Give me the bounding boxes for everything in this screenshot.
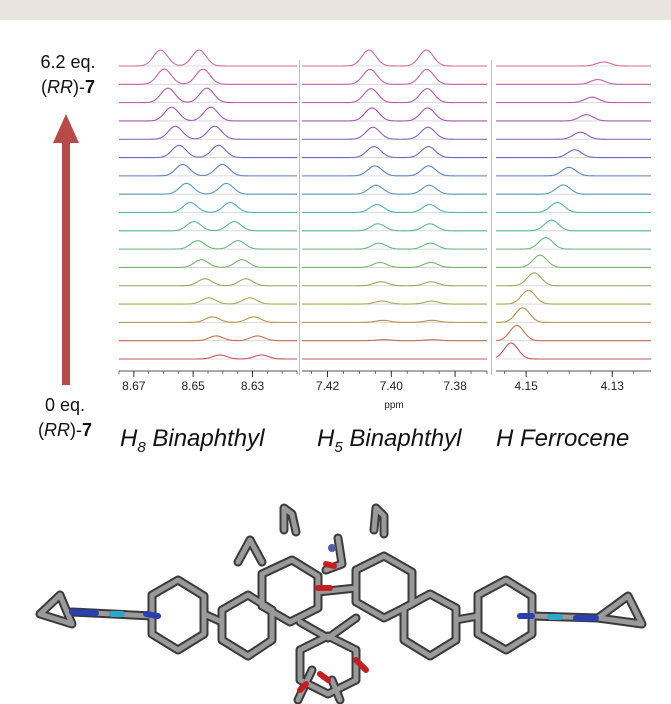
spectrum-trace <box>496 289 651 305</box>
spectrum-trace <box>119 125 297 140</box>
spectrum-trace <box>302 223 487 232</box>
panel-title-h-ferrocene: H Ferrocene <box>496 425 630 452</box>
tick-label: 8.65 <box>181 379 205 393</box>
spectrum-trace <box>119 297 297 305</box>
spectrum-trace <box>496 79 651 85</box>
top-equivalents-amount: 6.2 eq. <box>40 52 96 72</box>
spectrum-trace <box>302 339 487 342</box>
spectrum-trace <box>119 68 297 85</box>
spectrum-trace <box>119 335 297 342</box>
spectrum-trace <box>496 201 651 214</box>
spectrum-trace <box>302 88 487 104</box>
spectrum-trace <box>302 261 487 268</box>
spectrum-trace <box>302 49 487 67</box>
spectrum-trace <box>119 163 297 177</box>
spectrum-trace <box>496 166 651 177</box>
spectrum-trace <box>496 131 651 140</box>
top-equivalents-label: 6.2 eq. (RR)-7 <box>18 52 118 98</box>
spectrum-trace <box>496 254 651 268</box>
spectrum-trace <box>302 242 487 250</box>
tick-label: 8.63 <box>241 379 265 393</box>
bottom-compound-label: (RR)-7 <box>37 420 92 440</box>
spectrum-trace <box>302 146 487 159</box>
tick-label: 7.42 <box>316 379 340 393</box>
x-axis-label: ppm <box>384 400 403 411</box>
spectrum-trace <box>496 96 652 104</box>
tick-label: 4.13 <box>601 379 625 393</box>
spectrum-trace <box>302 126 487 140</box>
metal-atom-sphere <box>328 544 336 552</box>
spectrum-trace <box>302 184 487 195</box>
spectrum-trace <box>496 61 651 67</box>
molecular-structure-image <box>35 503 647 704</box>
tick-label: 4.15 <box>514 379 538 393</box>
spectrum-trace <box>302 68 487 85</box>
spectrum-trace <box>495 342 651 360</box>
spectrum-trace <box>496 307 651 323</box>
top-color-bar <box>0 0 671 20</box>
spectrum-trace <box>119 354 297 360</box>
panel-title-h5-binaphthyl: H5 Binaphthyl <box>317 425 462 456</box>
spectrum-trace <box>496 114 651 122</box>
tick-label: 8.67 <box>122 379 146 393</box>
titration-arrow-head <box>53 114 79 143</box>
spectrum-trace <box>119 316 297 323</box>
spectrum-trace <box>496 184 651 195</box>
spectrum-trace <box>302 107 487 122</box>
spectrum-trace <box>119 201 297 214</box>
spectrum-trace <box>496 149 651 159</box>
spectrum-trace <box>119 87 297 104</box>
spectrum-trace <box>302 165 488 177</box>
spectrum-trace <box>496 219 651 232</box>
spectrum-trace <box>496 272 651 287</box>
spectrum-trace <box>119 221 297 232</box>
bottom-equivalents-label: 0 eq. (RR)-7 <box>20 395 110 441</box>
spectrum-trace <box>302 203 487 214</box>
tick-label: 7.40 <box>380 379 404 393</box>
spectrum-trace <box>302 319 487 323</box>
bottom-equivalents-amount: 0 eq. <box>44 395 86 415</box>
spectrum-trace <box>119 49 297 67</box>
panel-title-h8-binaphthyl: H8 Binaphthyl <box>120 425 265 456</box>
spectrum-trace <box>119 240 297 250</box>
spectrum-trace <box>496 237 651 250</box>
spectrum-trace <box>495 324 651 342</box>
spectrum-trace <box>119 278 297 287</box>
nmr-titration-chart: 8.67 8.65 8.63 7.42 7.40 7.38 4.15 4.13 ppm <box>53 49 652 411</box>
tick-label: 7.38 <box>443 379 467 393</box>
spectrum-trace <box>302 300 487 305</box>
top-compound-label: (RR)-7 <box>40 77 95 97</box>
spectrum-trace <box>119 182 297 195</box>
spectrum-trace <box>302 281 487 287</box>
spectrum-trace <box>119 106 297 122</box>
spectrum-trace <box>119 144 297 159</box>
spectrum-trace <box>119 259 297 268</box>
